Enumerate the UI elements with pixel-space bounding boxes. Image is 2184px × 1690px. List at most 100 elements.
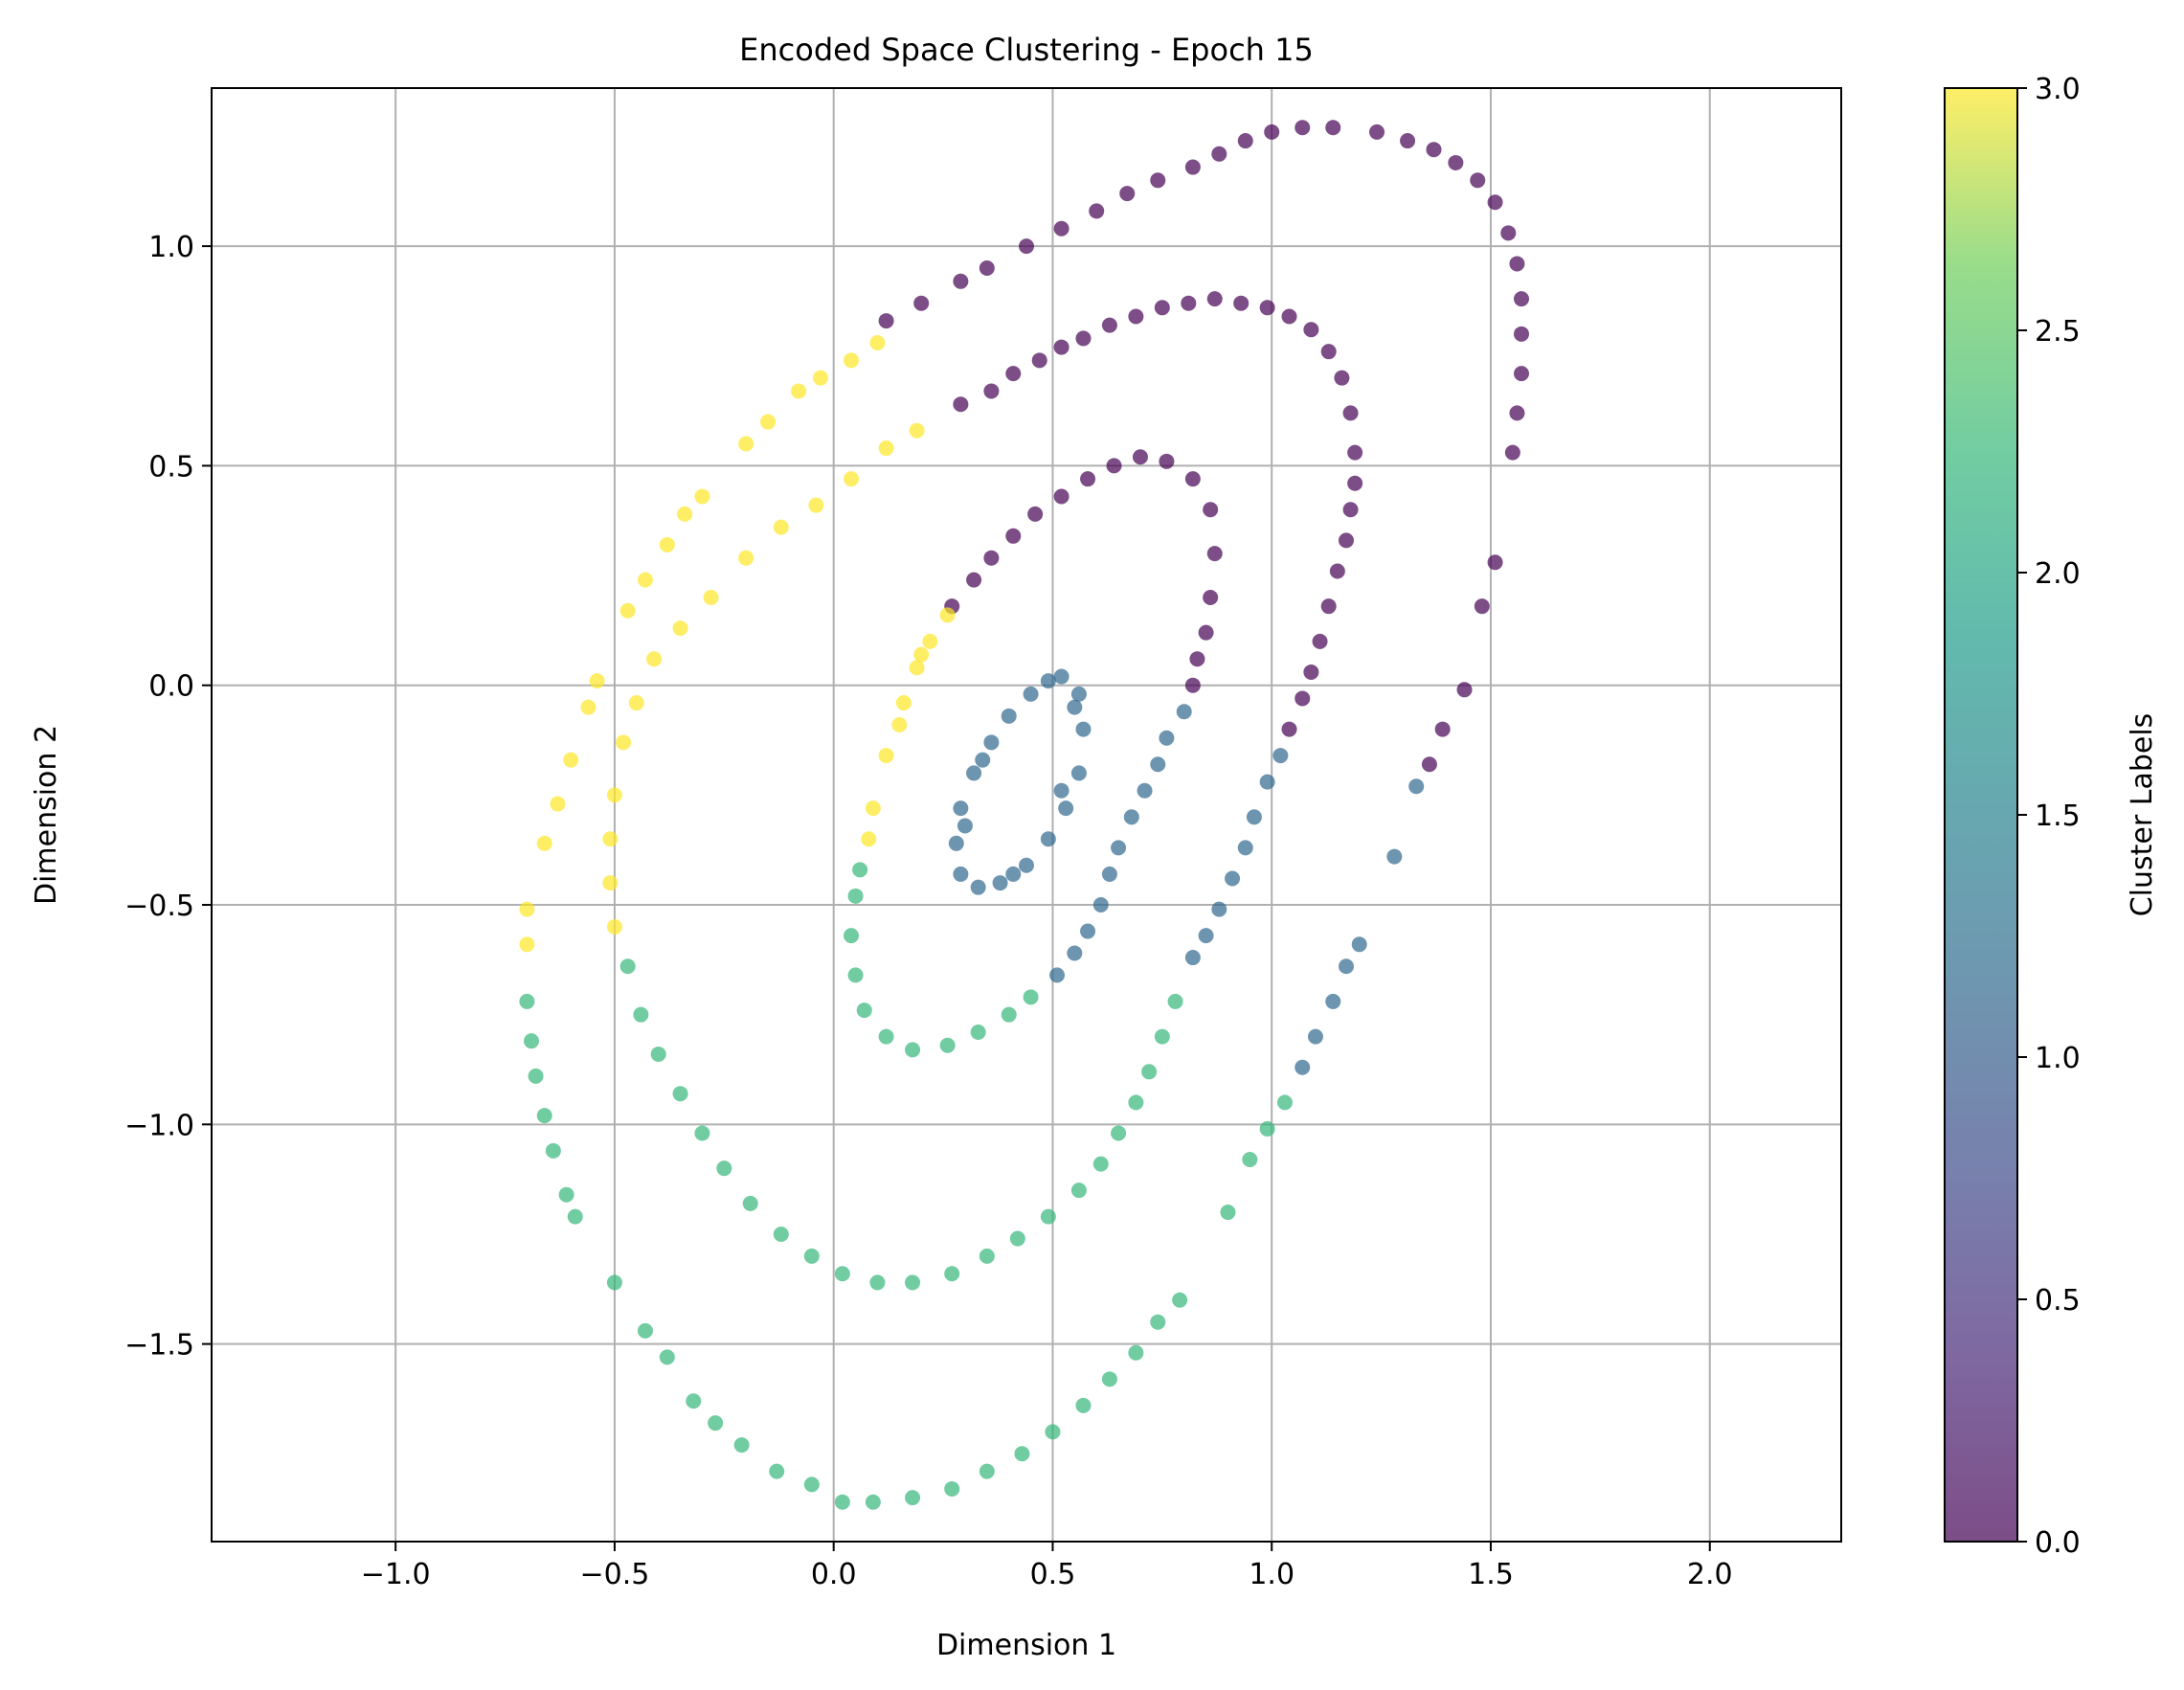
colorbar-tick-label: 0.0: [2035, 1526, 2081, 1560]
colorbar: 0.0 0.5 1.0 1.5 2.0 2.5 3.0 Cluster Labels: [1944, 73, 2159, 1560]
data-point: [1347, 475, 1363, 491]
data-point: [1089, 203, 1105, 219]
data-point: [650, 1046, 666, 1062]
data-points: [519, 120, 1530, 1510]
y-tick-label: 1.0: [148, 231, 194, 264]
data-point: [808, 497, 824, 513]
x-tick-label: 0.5: [1030, 1558, 1076, 1591]
data-point: [905, 1490, 921, 1506]
x-tick-label: 2.0: [1687, 1558, 1733, 1591]
data-point: [1031, 352, 1047, 369]
data-point: [957, 818, 973, 834]
data-point: [1448, 154, 1464, 170]
data-point: [1040, 831, 1056, 847]
data-point: [694, 1125, 710, 1141]
data-point: [1281, 308, 1297, 325]
colorbar-tick-label: 2.5: [2035, 315, 2081, 349]
data-point: [686, 1393, 702, 1409]
data-point: [1312, 633, 1328, 649]
data-point: [1220, 1205, 1236, 1221]
data-point: [878, 313, 894, 329]
y-axis-ticks: −1.5 −1.0 −0.5 0.0 0.5 1.0: [124, 231, 212, 1363]
data-point: [1334, 370, 1350, 386]
x-axis-label: Dimension 1: [936, 1629, 1116, 1662]
data-point: [966, 765, 982, 781]
data-point: [1295, 120, 1311, 136]
data-point: [602, 875, 619, 891]
data-point: [708, 1415, 724, 1431]
data-point: [1040, 1208, 1056, 1225]
data-point: [861, 831, 877, 847]
data-point: [953, 396, 969, 413]
data-point: [1005, 866, 1022, 882]
data-point: [1001, 1006, 1017, 1023]
data-point: [992, 875, 1008, 891]
data-point: [1123, 809, 1139, 825]
data-point: [1295, 1059, 1311, 1075]
data-point: [536, 835, 552, 851]
data-point: [733, 1437, 750, 1453]
data-point: [606, 1274, 622, 1291]
data-point: [1070, 765, 1087, 781]
x-tick-label: 0.0: [811, 1558, 857, 1591]
data-point: [1132, 449, 1148, 465]
data-point: [1045, 1424, 1061, 1440]
data-point: [979, 260, 995, 277]
data-point: [843, 928, 859, 944]
data-point: [1023, 989, 1039, 1005]
data-point: [939, 607, 956, 623]
data-point: [1386, 848, 1403, 865]
data-point: [1027, 506, 1044, 522]
data-point: [659, 536, 675, 552]
data-point: [905, 1042, 921, 1058]
data-point: [1009, 1230, 1025, 1247]
data-point: [939, 1037, 956, 1053]
data-point: [1426, 142, 1442, 158]
data-point: [1281, 721, 1297, 737]
colorbar-tick-label: 2.0: [2035, 557, 2081, 591]
data-point: [1070, 686, 1087, 702]
data-point: [716, 1160, 732, 1177]
data-point: [948, 835, 964, 851]
data-point: [803, 1248, 820, 1264]
data-point: [1075, 330, 1092, 347]
data-point: [619, 958, 636, 975]
data-point: [913, 295, 930, 311]
data-point: [1053, 488, 1069, 505]
data-point: [694, 488, 710, 505]
data-point: [1264, 124, 1280, 140]
data-point: [895, 695, 912, 711]
data-point: [909, 660, 925, 676]
data-point: [659, 1349, 675, 1365]
data-point: [1203, 589, 1219, 605]
x-tick-label: −1.0: [361, 1558, 431, 1591]
data-point: [1500, 225, 1517, 241]
data-point: [966, 572, 982, 588]
data-point: [913, 646, 930, 663]
data-point: [1514, 291, 1530, 307]
data-point: [983, 550, 1000, 566]
data-point: [1259, 1120, 1275, 1137]
data-point: [1005, 528, 1022, 544]
data-point: [1206, 546, 1223, 562]
data-point: [1259, 300, 1275, 316]
plot-area-frame: [211, 87, 1842, 1543]
data-point: [865, 1494, 881, 1510]
data-point: [1080, 471, 1096, 487]
data-point: [677, 506, 693, 522]
chart-title: Encoded Space Clustering - Epoch 15: [739, 32, 1314, 68]
data-point: [1070, 1183, 1087, 1199]
data-point: [1141, 1064, 1158, 1080]
data-point: [1421, 756, 1437, 773]
data-point: [1092, 1156, 1109, 1172]
data-point: [760, 414, 777, 430]
data-point: [637, 1322, 653, 1339]
colorbar-gradient: [1945, 88, 2017, 1542]
data-point: [1181, 295, 1197, 311]
x-tick-label: 1.5: [1468, 1558, 1514, 1591]
y-tick-label: 0.5: [148, 450, 194, 484]
data-point: [803, 1476, 820, 1493]
data-point: [909, 422, 925, 439]
data-point: [1023, 686, 1039, 702]
